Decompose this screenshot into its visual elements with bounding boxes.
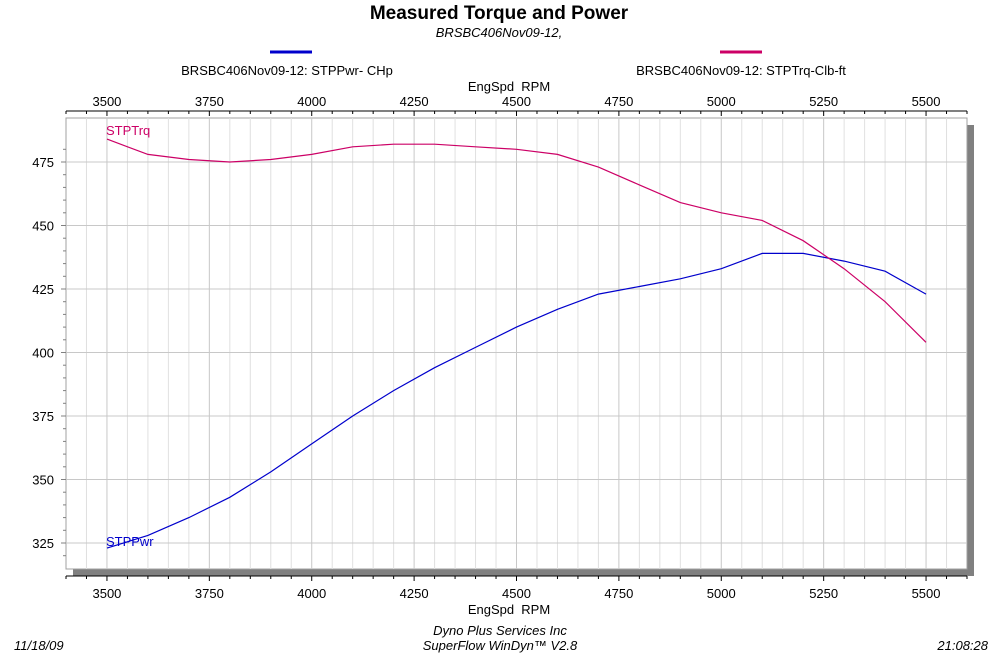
series-label-torque: STPTrq [106,123,150,138]
y-tick-label: 475 [32,155,54,170]
grid [66,118,967,569]
footer-software: SuperFlow WinDyn™ V2.8 [423,638,578,653]
x-tick-label-bottom: 3500 [92,586,121,601]
chart-subtitle: BRSBC406Nov09-12, [436,25,562,40]
x-tick-label-bottom: 4000 [297,586,326,601]
x-tick-label-bottom: 5500 [912,586,941,601]
x-axis-title-bottom: EngSpd RPM [468,602,550,617]
y-tick-label: 325 [32,536,54,551]
footer-company: Dyno Plus Services Inc [433,623,567,638]
y-tick-label: 450 [32,219,54,234]
legend-label-torque: BRSBC406Nov09-12: STPTrq-Clb-ft [636,63,846,78]
y-tick-label: 400 [32,346,54,361]
series-label-power: STPPwr [106,534,154,549]
series-line-power [106,252,927,549]
y-tick-label: 425 [32,282,54,297]
y-tick-label: 375 [32,409,54,424]
footer-time: 21:08:28 [936,638,988,653]
axis-ticks: 325 350 375 400 425 450 475 3500 3500 3750 3750 400… [32,94,968,601]
series-lines [106,138,927,549]
y-tick-label: 350 [32,473,54,488]
x-tick-label-bottom: 3750 [195,586,224,601]
x-tick-label-top: 5500 [912,94,941,109]
x-tick-label-bottom: 4500 [502,586,531,601]
x-tick-label-top: 3500 [92,94,121,109]
x-tick-label-bottom: 4750 [604,586,633,601]
series-line-torque [106,138,927,343]
x-tick-label-top: 5000 [707,94,736,109]
legend-label-power: BRSBC406Nov09-12: STPPwr- CHp [181,63,393,78]
x-tick-label-top: 4500 [502,94,531,109]
x-axis-title-top: EngSpd RPM [468,79,550,94]
plot-shadow-bottom [73,569,974,576]
x-tick-label-top: 5250 [809,94,838,109]
x-tick-label-top: 4750 [604,94,633,109]
plot-shadow-right [967,125,974,576]
x-tick-label-bottom: 4250 [400,586,429,601]
x-tick-label-bottom: 5000 [707,586,736,601]
x-tick-label-top: 4250 [400,94,429,109]
footer-date: 11/18/09 [14,638,64,653]
x-tick-label-bottom: 5250 [809,586,838,601]
x-tick-label-top: 3750 [195,94,224,109]
x-tick-label-top: 4000 [297,94,326,109]
chart-title: Measured Torque and Power [370,3,629,24]
